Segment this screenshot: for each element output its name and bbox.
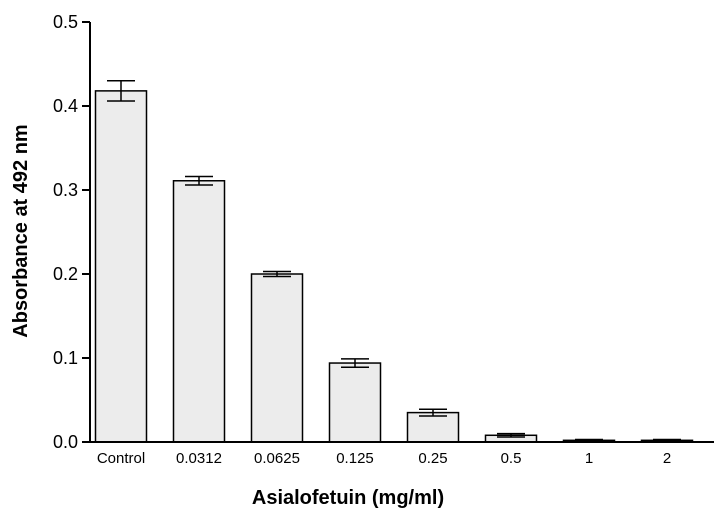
y-axis-title: Absorbance at 492 nm [10,124,32,337]
y-ticks-group: 0.0 0.1 0.2 0.3 0.4 0.5 [53,12,90,452]
y-tick-label: 0.0 [53,432,78,452]
bars-group [94,90,694,443]
x-tick-label: 0.5 [501,450,522,467]
bar-Control [94,90,148,443]
bar-0.0625 [250,273,304,443]
x-tick-label: 1 [585,450,593,467]
y-tick-label: 0.4 [53,96,78,116]
bar-0.0312 [172,180,226,443]
x-tick-label: 0.125 [336,450,374,467]
x-tick-label: 0.0625 [254,450,300,467]
y-tick-label: 0.2 [53,264,78,284]
x-tick-label: 0.25 [418,450,447,467]
bar-0.25 [406,411,460,443]
x-tick-label: 2 [663,450,671,467]
x-tick-labels-group: Control 0.0312 0.0625 0.125 0.25 0.5 1 2 [97,450,671,467]
bar-0.125 [328,362,382,443]
x-axis-title: Asialofetuin (mg/ml) [252,487,444,509]
x-tick-label: Control [97,450,145,467]
y-tick-label: 0.5 [53,12,78,32]
y-tick-label: 0.3 [53,180,78,200]
x-tick-label: 0.0312 [176,450,222,467]
y-tick-label: 0.1 [53,348,78,368]
